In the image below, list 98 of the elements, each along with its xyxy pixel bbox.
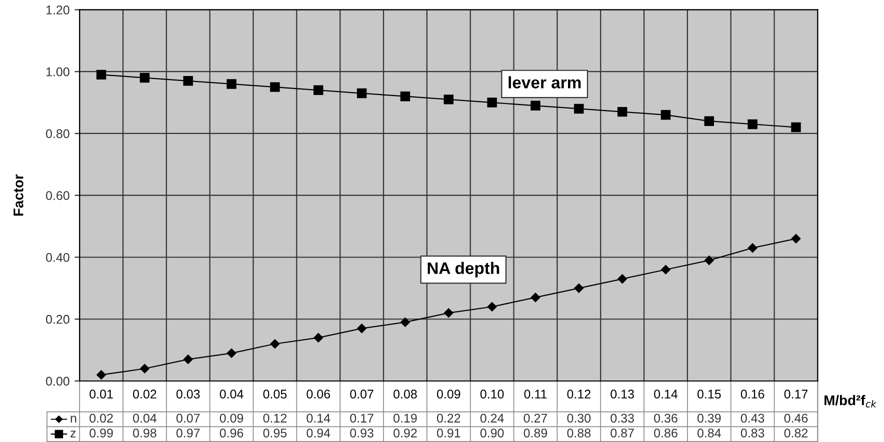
data-label: 0.90 [480,428,504,438]
point [140,72,150,83]
annotation: NA depth [428,262,500,278]
data-label: 0.24 [480,414,504,423]
point [96,70,106,80]
point [183,354,193,364]
x-tick-label: 0.05 [263,390,287,399]
data-label: 0.07 [176,414,200,423]
point [314,85,324,96]
x-tick-label: 0.12 [567,390,590,399]
x-tick-label: 0.14 [654,390,678,399]
point [96,370,106,380]
point [791,122,801,132]
point [574,104,584,114]
data-label: 0.09 [220,414,244,423]
point [226,79,236,89]
x-tick-label: 0.13 [610,390,634,399]
point [530,100,540,110]
x-tick-label: 0.03 [176,390,200,399]
y-tick-label: 0.80 [46,129,70,138]
data-label: 0.43 [740,414,764,423]
x-tick-label: 0.07 [350,390,374,399]
data-label: 0.92 [394,428,417,438]
x-tick-label: 0.16 [740,390,764,399]
point [704,116,714,126]
point [226,348,236,358]
point [487,302,497,312]
x-tick-label: 0.17 [784,390,808,399]
data-label: 0.14 [306,414,330,423]
point [748,243,758,253]
y-tick-label: 0.40 [46,253,70,262]
data-label: 0.84 [697,428,721,438]
data-label: 0.82 [784,428,808,438]
point [704,256,714,265]
x-tick-label: 0.11 [524,390,547,399]
x-tick-label: 0.04 [220,390,244,399]
data-label: 0.22 [436,414,460,423]
data-label: 0.02 [90,414,113,423]
point [400,91,410,102]
data-label: 0.83 [740,428,764,438]
x-tick-label: 0.02 [133,390,156,399]
point [444,94,454,104]
data-label: 0.94 [306,428,330,438]
data-label: 0.17 [350,414,374,423]
data-label: 0.97 [176,428,200,438]
point [661,264,670,274]
y-axis-title: Factor [14,174,24,216]
data-label: 0.04 [133,414,156,423]
data-label: 0.19 [394,414,417,423]
point [270,82,280,92]
data-label: 0.98 [133,428,156,438]
point [574,284,584,293]
x-tick-label: 0.01 [90,390,113,399]
data-label: 0.39 [697,414,721,423]
data-label: 0.93 [350,428,374,438]
data-label: 0.91 [436,428,460,438]
data-label: 0.99 [90,428,113,438]
data-label: 0.12 [263,414,286,423]
y-tick-label: 0.00 [46,376,70,386]
y-tick-label: 0.20 [46,314,70,324]
data-label: 0.27 [524,414,548,423]
x-axis-title: M/bd²f$_{ck}$ [824,395,877,408]
data-label: 0.46 [784,414,808,423]
point [183,76,193,86]
x-tick-label: 0.10 [480,390,504,399]
y-tick-label: 0.60 [46,191,70,200]
data-label: 0.89 [524,428,548,438]
data-label: 0.86 [654,428,678,438]
y-tick-label: 1.00 [46,67,70,76]
x-tick-label: 0.06 [306,390,330,399]
point [357,324,366,334]
point [400,318,410,327]
legend-label: n [70,416,76,422]
legend-label: z [70,430,76,438]
point [748,119,758,130]
x-tick-label: 0.15 [697,390,721,399]
data-label: 0.87 [610,428,634,438]
data-label: 0.96 [220,428,244,438]
annotation: lever arm [508,76,581,88]
point [444,308,454,318]
data-label: 0.88 [567,428,591,438]
point [618,274,627,284]
point [530,292,540,302]
point [791,234,801,244]
point [314,333,323,342]
data-label: 0.33 [610,414,634,423]
x-tick-label: 0.08 [394,390,417,399]
point [356,88,367,98]
data-label: 0.30 [567,414,591,423]
y-tick-label: 1.20 [46,6,70,14]
point [487,98,497,108]
point [140,364,150,374]
point [270,339,280,348]
point [660,110,671,120]
data-label: 0.95 [263,428,287,438]
x-tick-label: 0.09 [436,390,460,399]
point [617,106,628,117]
data-label: 0.36 [654,414,678,423]
